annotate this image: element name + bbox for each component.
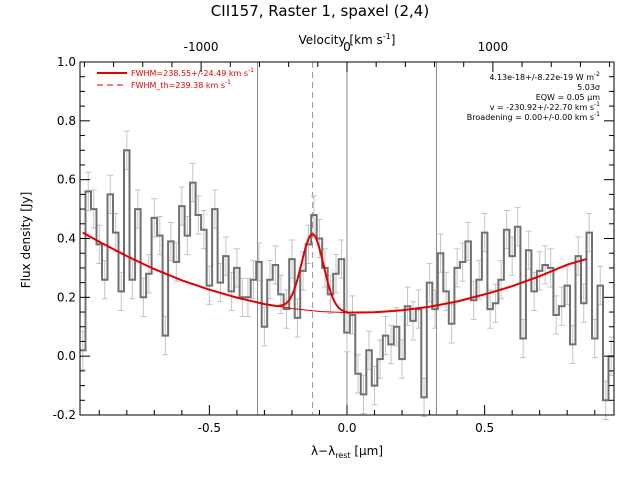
annotation-line: 5.03σ xyxy=(577,83,600,92)
top-tick-labels: -1000 0 1000 xyxy=(184,40,508,54)
annotation-line: v = -230.92+/-22.70 km s-1 xyxy=(490,101,600,112)
top-axis-label: Velocity [km s-1] xyxy=(299,32,396,47)
x-axis-label: λ−λrest [μm] xyxy=(311,444,383,460)
gaussian-fit-line xyxy=(278,233,348,314)
legend-label: FWHM=238.55+/-24.49 km s-1 xyxy=(131,67,254,78)
annotation-line: Broadening = 0.00+/-0.00 km s-1 xyxy=(467,111,600,122)
x-tick-label: 0.5 xyxy=(475,421,494,435)
y-tick-label: 0.2 xyxy=(57,290,76,304)
fit-line-right xyxy=(346,258,587,314)
annotation-line: EQW = 0.05 μm xyxy=(536,93,600,102)
axis-ticks xyxy=(80,61,614,416)
y-axis-label: Flux density [Jy] xyxy=(19,192,33,289)
plot-frame xyxy=(79,61,615,416)
x-tick-label: 0.0 xyxy=(337,421,356,435)
spectrum-histogram xyxy=(80,149,614,402)
x-tick-label: -0.5 xyxy=(198,421,221,435)
chart-title: CII157, Raster 1, spaxel (2,4) xyxy=(211,2,429,20)
annotation-line: 4.13e-18+/-8.22e-19 W m-2 xyxy=(489,71,600,82)
top-tick-label: 0 xyxy=(343,40,351,54)
x-tick-labels: -0.5 0.0 0.5 xyxy=(198,421,495,435)
legend-label: FWHM_th=239.38 km s-1 xyxy=(131,79,231,90)
y-tick-label: 0.4 xyxy=(57,232,76,246)
top-tick-label: -1000 xyxy=(184,40,219,54)
y-tick-label: 0.8 xyxy=(57,114,76,128)
top-tick-label: 1000 xyxy=(478,40,509,54)
fit-line-left xyxy=(82,231,279,308)
y-tick-label: 0.6 xyxy=(57,173,76,187)
y-tick-label: 0.0 xyxy=(57,349,76,363)
y-tick-label: -0.2 xyxy=(53,408,76,422)
y-tick-label: 1.0 xyxy=(57,55,76,69)
legend: FWHM=238.55+/-24.49 km s-1FWHM_th=239.38… xyxy=(97,67,254,90)
y-tick-labels: -0.2 0.0 0.2 0.4 0.6 0.8 1.0 xyxy=(53,55,76,422)
